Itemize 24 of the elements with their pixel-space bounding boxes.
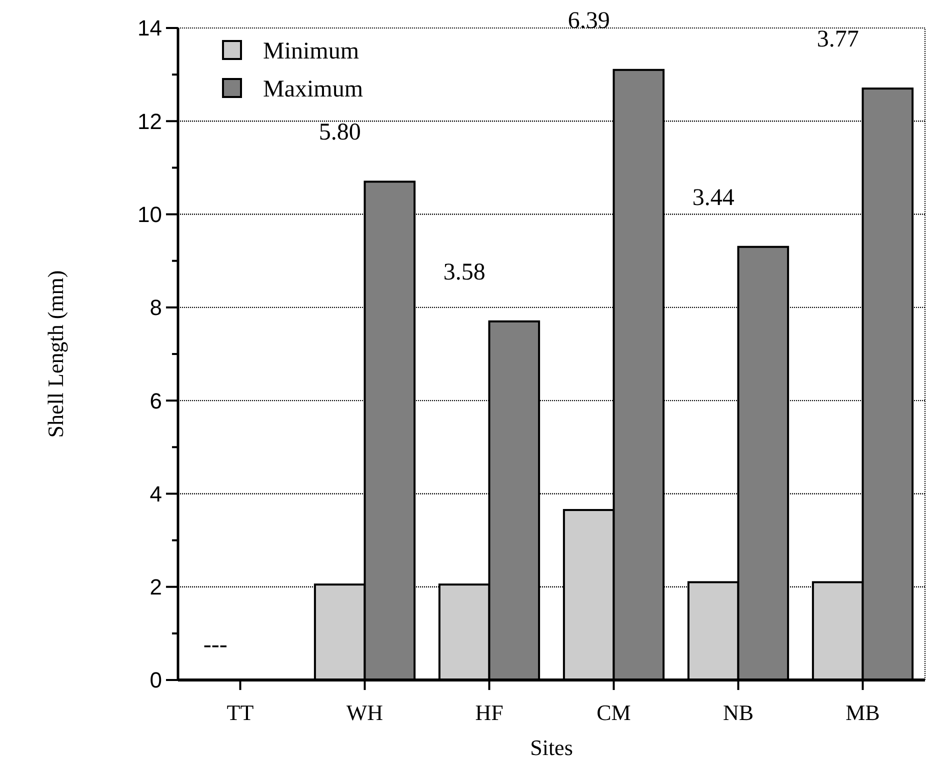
annotation: ---: [203, 632, 228, 658]
x-axis-title: Sites: [530, 735, 573, 760]
y-axis-title: Shell Length (mm): [43, 270, 68, 438]
x-tick-label: CM: [596, 700, 631, 725]
x-tick-label: WH: [346, 700, 384, 725]
legend-label: Maximum: [263, 76, 364, 102]
annotation: 3.58: [443, 259, 486, 286]
annotation: 5.80: [318, 120, 361, 146]
x-tick-label: HF: [475, 700, 504, 725]
y-tick-label: 4: [150, 481, 162, 506]
y-tick-label: 2: [150, 574, 162, 600]
annotation: 3.77: [816, 26, 859, 53]
y-tick-label: 12: [138, 108, 162, 134]
annotation: 6.39: [568, 8, 610, 34]
y-tick-label: 0: [150, 668, 162, 693]
x-tick-label: TT: [226, 700, 254, 725]
y-tick-label: 8: [150, 295, 162, 320]
y-tick-label: 14: [138, 16, 162, 41]
x-tick-label: MB: [846, 700, 880, 725]
annotation: 3.44: [692, 184, 734, 211]
x-tick-label: NB: [722, 700, 754, 725]
legend-label: Minimum: [263, 38, 360, 64]
y-tick-label: 10: [138, 202, 162, 227]
y-tick-label: 6: [150, 388, 162, 414]
